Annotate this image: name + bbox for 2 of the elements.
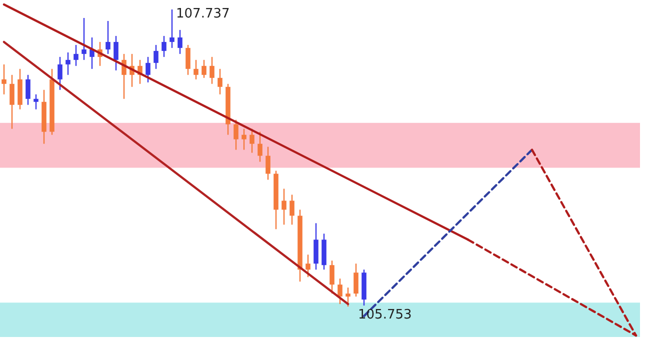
annotation: 105.753 [358,308,412,323]
annotation: 107.737 [176,6,230,22]
